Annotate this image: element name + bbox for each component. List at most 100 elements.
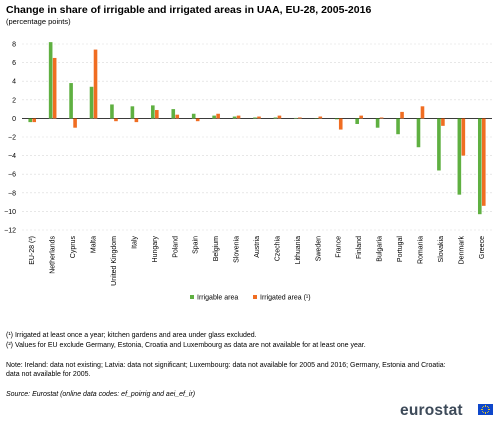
bar-irrigable-2 [48, 42, 53, 119]
flag-star [481, 410, 484, 413]
x-category-label: Slovenia [234, 236, 241, 263]
eu-flag-icon [478, 404, 493, 415]
bar-irrigated-16 [338, 118, 343, 130]
flag-star [486, 405, 489, 408]
flag-star [487, 406, 490, 409]
y-axis-ticks: 8 6 4 2 0 −2 −4 −6 −8 −10 −12 [4, 42, 16, 235]
x-category-label: Poland [172, 236, 179, 258]
bar-irrigated-9 [195, 118, 200, 122]
note-text: Note: Ireland: data not existing; Latvia… [6, 362, 446, 378]
flag-star [487, 410, 490, 413]
bar-irrigable-5 [110, 104, 114, 119]
x-category-label: Italy [131, 236, 138, 249]
bar-irrigated-4 [93, 49, 98, 119]
y-tick-label: 2 [12, 97, 16, 104]
bar-irrigated-8 [175, 114, 180, 119]
y-tick-label: −4 [8, 153, 16, 160]
bar-irrigated-1 [32, 118, 37, 123]
bar-irrigated-19 [400, 111, 404, 119]
legend-label-2: Irrigated area (¹) [260, 295, 311, 302]
eurostat-logo: eurostat [400, 402, 493, 420]
x-category-label: Lithuania [295, 236, 302, 265]
bar-irrigated-11 [236, 115, 241, 119]
bar-irrigated-15 [318, 116, 323, 119]
x-axis-labels: EU-28 (²) Netherlands Cyprus Malta United Ki… [29, 236, 486, 286]
x-category-label: Denmark [458, 236, 465, 265]
bar-irrigated-20 [420, 106, 425, 119]
x-category-label: Czechia [274, 236, 281, 261]
source-text: Source: Eurostat (online data codes: ef_… [6, 391, 196, 398]
chart-subtitle: (percentage points) [6, 17, 71, 26]
flag-star [486, 411, 489, 414]
y-tick-label: 4 [12, 79, 16, 86]
x-category-label: Belgium [213, 236, 220, 261]
bar-irrigable-19 [396, 118, 400, 135]
bar-irrigable-18 [375, 118, 380, 128]
legend-swatch-1 [190, 295, 194, 299]
bar-irrigated-18 [379, 117, 384, 119]
bar-irrigated-10 [216, 113, 220, 119]
x-category-label: Malta [91, 236, 98, 253]
bar-irrigable-9 [191, 113, 196, 119]
bar-chart: 8 6 4 2 0 −2 −4 −6 −8 −10 −12 EU-28 (²) Netherlands… [4, 42, 492, 302]
bar-irrigable-13 [273, 117, 278, 119]
bar-irrigable-11 [232, 116, 237, 119]
bar-irrigated-17 [359, 115, 363, 119]
flag-star [482, 411, 485, 414]
bar-irrigated-22 [461, 118, 466, 156]
bar-irrigated-3 [73, 118, 77, 128]
flag-star [481, 406, 484, 409]
flag-star [481, 408, 483, 411]
x-category-label: Greece [479, 236, 486, 259]
legend: Irrigable area Irrigated area (¹) [190, 295, 311, 302]
bar-irrigable-17 [355, 118, 359, 124]
bar-irrigable-7 [151, 105, 155, 119]
x-category-label: Bulgaria [377, 236, 384, 262]
flag-star [488, 408, 490, 411]
chart-title: Change in share of irrigable and irrigat… [6, 4, 372, 16]
footnote-2: (²) Values for EU exclude Germany, Eston… [6, 342, 366, 349]
bar-irrigated-13 [277, 115, 282, 119]
bar-irrigable-3 [69, 83, 73, 119]
y-tick-label: −10 [4, 209, 16, 216]
gridlines [22, 43, 492, 231]
logo-text: eurostat [400, 402, 463, 419]
x-category-label: France [336, 236, 343, 258]
y-tick-label: 0 [12, 116, 16, 123]
x-category-label: Austria [254, 236, 261, 258]
x-category-label: Spain [193, 236, 200, 254]
bar-irrigated-21 [441, 118, 445, 126]
bar-irrigated-23 [481, 118, 486, 206]
bar-irrigated-14 [298, 117, 302, 119]
bar-irrigable-23 [477, 118, 482, 215]
bar-irrigable-16 [334, 118, 339, 120]
x-category-label: Romania [417, 236, 424, 264]
x-category-label: Portugal [397, 236, 404, 263]
x-category-label: Slovakia [438, 236, 445, 263]
x-category-label: Hungary [152, 236, 159, 263]
bar-irrigable-6 [130, 106, 135, 119]
x-category-label: Cyprus [70, 236, 77, 259]
bar-irrigable-21 [437, 118, 441, 171]
y-tick-label: 8 [12, 42, 16, 49]
bar-irrigated-5 [114, 118, 118, 122]
flag-star [482, 405, 485, 408]
legend-label-1: Irrigable area [197, 295, 238, 302]
bar-irrigated-12 [257, 116, 261, 119]
y-tick-label: −8 [8, 190, 16, 197]
y-tick-label: −2 [8, 135, 16, 142]
bar-irrigated-7 [155, 110, 159, 119]
bar-irrigable-8 [171, 109, 176, 119]
x-category-label: Sweden [315, 236, 322, 261]
x-category-label: Netherlands [50, 236, 57, 274]
y-tick-label: −12 [4, 228, 16, 235]
y-tick-label: −6 [8, 172, 16, 179]
footnote-1: (¹) Irrigated at least once a year; kitc… [6, 332, 257, 339]
legend-swatch-2 [253, 295, 257, 299]
bar-irrigable-4 [89, 86, 94, 119]
x-category-label: United Kingdom [111, 236, 118, 286]
flag-star [484, 412, 487, 414]
bar-irrigable-20 [416, 118, 421, 148]
bar-irrigable-10 [212, 115, 216, 119]
x-category-label: Finland [356, 236, 363, 259]
